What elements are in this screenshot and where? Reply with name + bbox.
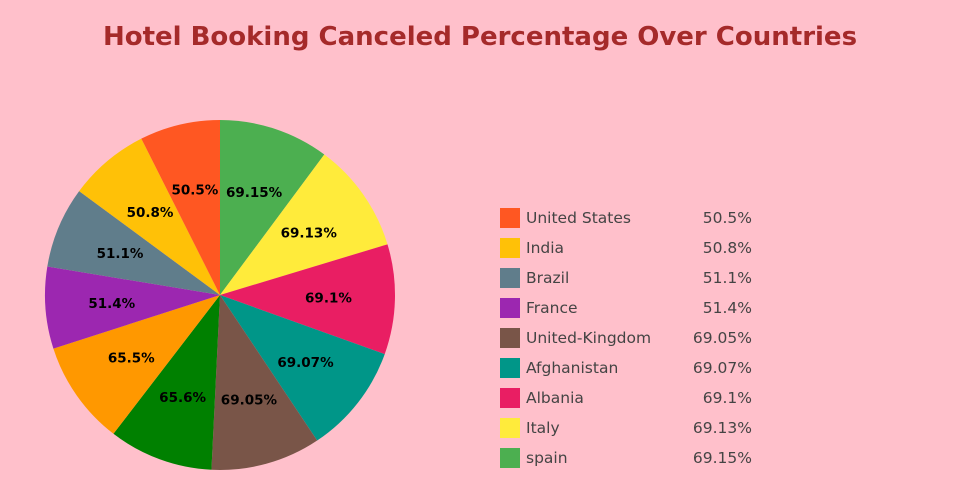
legend-item[interactable]: United-Kingdom 69.05% <box>500 323 752 353</box>
legend-item[interactable]: India 50.8% <box>500 233 752 263</box>
legend-value: 69.1% <box>702 389 752 407</box>
legend-swatch <box>500 328 520 348</box>
legend-label: spain <box>526 449 568 467</box>
pie-slice-india[interactable] <box>79 138 220 295</box>
pie-slice-unnamed-6[interactable] <box>53 295 220 434</box>
legend-item[interactable]: Italy 69.13% <box>500 413 752 443</box>
legend-item[interactable]: France 51.4% <box>500 293 752 323</box>
pie-slice-france[interactable] <box>45 266 221 349</box>
legend-value: 69.13% <box>692 419 752 437</box>
pie-slice-spain[interactable] <box>220 120 325 295</box>
slice-label: 65.6% <box>159 390 206 406</box>
legend-label: India <box>526 239 565 257</box>
legend-item[interactable]: spain 69.15% <box>500 443 752 473</box>
legend-value: 69.07% <box>692 359 752 377</box>
legend-swatch <box>500 388 520 408</box>
legend-item[interactable]: United States 50.5% <box>500 203 752 233</box>
legend-swatch <box>500 208 520 228</box>
slice-label: 51.4% <box>88 296 135 312</box>
slice-label: 69.07% <box>277 355 334 371</box>
slice-label: 69.05% <box>221 393 278 409</box>
slice-label: 50.5% <box>172 182 219 198</box>
legend-label: Italy <box>526 419 560 437</box>
legend-value: 50.8% <box>702 239 752 257</box>
pie-slice-albania[interactable] <box>220 244 395 355</box>
legend-swatch <box>500 268 520 288</box>
legend-label: Albania <box>526 389 584 407</box>
legend-label: Afghanistan <box>526 359 619 377</box>
legend-swatch <box>500 418 520 438</box>
legend-swatch <box>500 298 520 318</box>
legend-item[interactable]: Brazil 51.1% <box>500 263 752 293</box>
slice-label: 69.1% <box>305 291 352 307</box>
legend: United States 50.5% India 50.8% Brazil 51.1% F… <box>500 203 752 473</box>
pie-slice-italy[interactable] <box>220 154 388 295</box>
legend-item[interactable]: Afghanistan 69.07% <box>500 353 752 383</box>
legend-swatch <box>500 448 520 468</box>
slice-label: 65.5% <box>108 350 155 366</box>
pie-slice-brazil[interactable] <box>47 191 220 295</box>
slice-label: 69.15% <box>226 185 283 201</box>
legend-value: 69.15% <box>692 449 752 467</box>
legend-swatch <box>500 358 520 378</box>
legend-item[interactable]: Albania 69.1% <box>500 383 752 413</box>
legend-label: Brazil <box>526 269 570 287</box>
pie-slice-united-kingdom[interactable] <box>211 295 318 470</box>
legend-swatch <box>500 238 520 258</box>
legend-label: France <box>526 299 578 317</box>
legend-label: United States <box>526 209 631 227</box>
legend-value: 51.1% <box>702 269 752 287</box>
slice-label: 69.13% <box>281 226 338 242</box>
pie-slice-unnamed-5[interactable] <box>113 295 220 470</box>
slice-label: 50.8% <box>127 205 174 221</box>
pie-slice-united-states[interactable] <box>141 120 220 295</box>
legend-label: United-Kingdom <box>526 329 652 347</box>
legend-value: 51.4% <box>702 299 752 317</box>
legend-value: 69.05% <box>692 329 752 347</box>
legend-value: 50.5% <box>702 209 752 227</box>
chart-title: Hotel Booking Canceled Percentage Over C… <box>102 22 858 52</box>
slice-label: 51.1% <box>97 246 144 262</box>
pie-slice-afghanistan[interactable] <box>220 295 385 441</box>
